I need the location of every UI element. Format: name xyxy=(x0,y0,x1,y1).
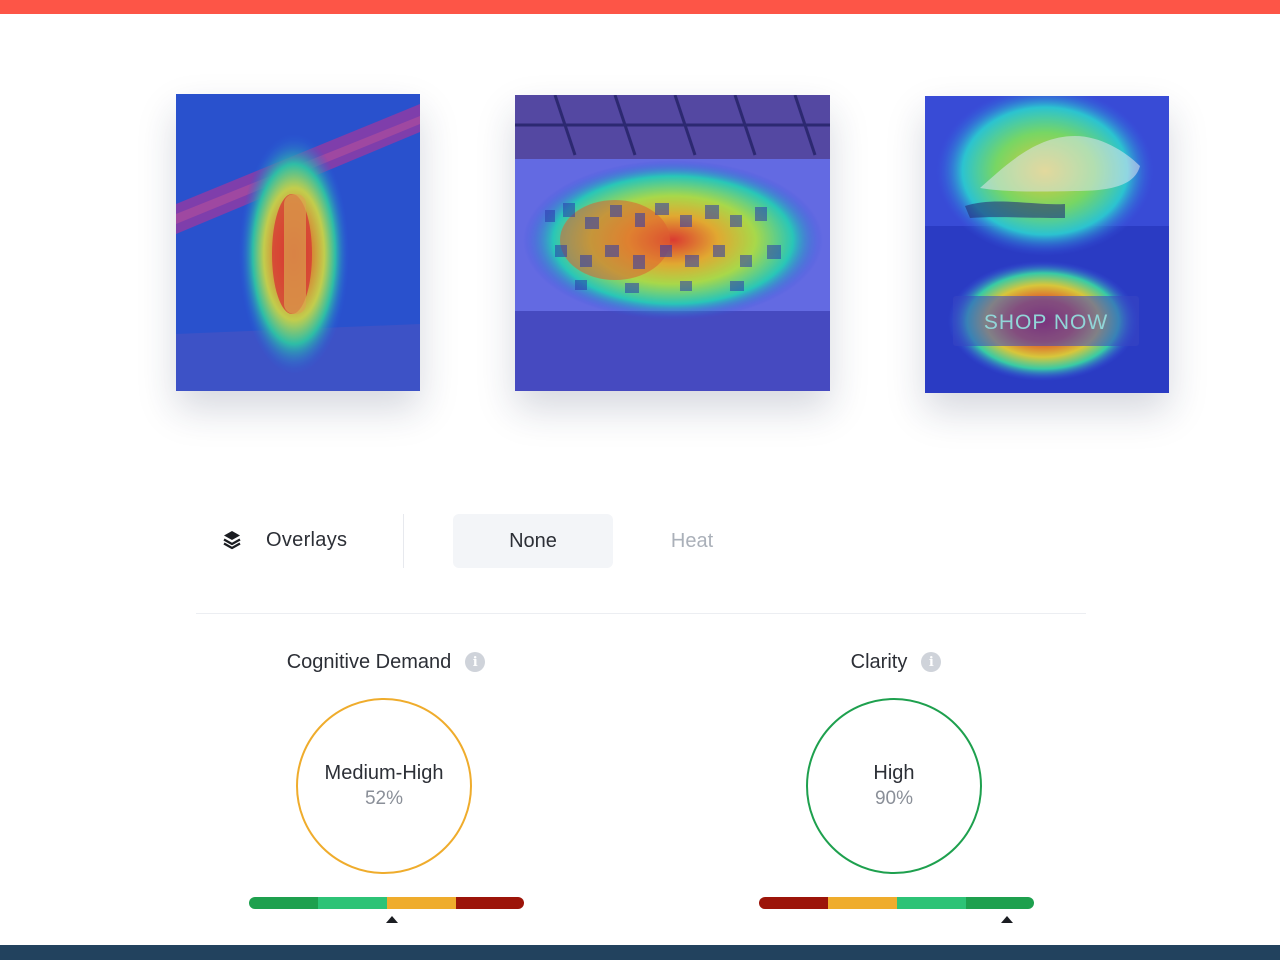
scale-segment-3 xyxy=(897,897,966,909)
overlay-none-button[interactable]: None xyxy=(453,514,613,568)
shop-now-cta-text: SHOP NOW xyxy=(984,311,1108,334)
score-ring: High 90% xyxy=(806,698,982,874)
thumbnail-woman-heatmap[interactable] xyxy=(176,94,420,391)
scale-segment-4 xyxy=(456,897,524,909)
top-accent-bar xyxy=(0,0,1280,14)
overlays-label: Overlays xyxy=(266,528,348,551)
scale-segment-4 xyxy=(966,897,1034,909)
scale-marker-icon xyxy=(386,916,398,923)
cognitive-demand-metric: Cognitive Demand i Medium-High 52% xyxy=(241,640,531,930)
thumbnail-gallery-heatmap[interactable] xyxy=(515,95,830,391)
overlays-label-group: Overlays xyxy=(222,527,347,553)
score-scale xyxy=(249,897,524,909)
score-scale xyxy=(759,897,1034,909)
layers-icon xyxy=(222,530,242,550)
section-divider xyxy=(196,613,1086,614)
metric-title-row: Clarity i xyxy=(751,650,1041,674)
metric-title-row: Cognitive Demand i xyxy=(241,650,531,674)
cognitive-demand-title: Cognitive Demand xyxy=(286,650,452,673)
clarity-title: Clarity xyxy=(850,650,908,673)
scale-marker-icon xyxy=(1000,916,1013,923)
thumbnail-sneaker-ad-heatmap[interactable]: SHOP NOW xyxy=(925,96,1169,393)
score-percent: 52% xyxy=(364,788,404,809)
overlay-heat-button[interactable]: Heat xyxy=(670,529,714,552)
scale-segment-1 xyxy=(249,897,318,909)
info-icon[interactable]: i xyxy=(465,652,486,672)
toolbar-divider xyxy=(403,514,404,568)
scale-segment-2 xyxy=(828,897,897,909)
score-level: Medium-High xyxy=(324,762,444,784)
footer-bar xyxy=(0,945,1280,960)
info-icon[interactable]: i xyxy=(921,652,942,672)
clarity-metric: Clarity i High 90% xyxy=(751,640,1041,930)
score-level: High xyxy=(873,762,915,784)
score-percent: 90% xyxy=(874,788,914,809)
scale-segment-2 xyxy=(318,897,387,909)
scale-segment-3 xyxy=(387,897,456,909)
overlays-toolbar: Overlays None Heat xyxy=(196,509,1086,571)
score-ring: Medium-High 52% xyxy=(296,698,472,874)
scale-segment-1 xyxy=(759,897,828,909)
